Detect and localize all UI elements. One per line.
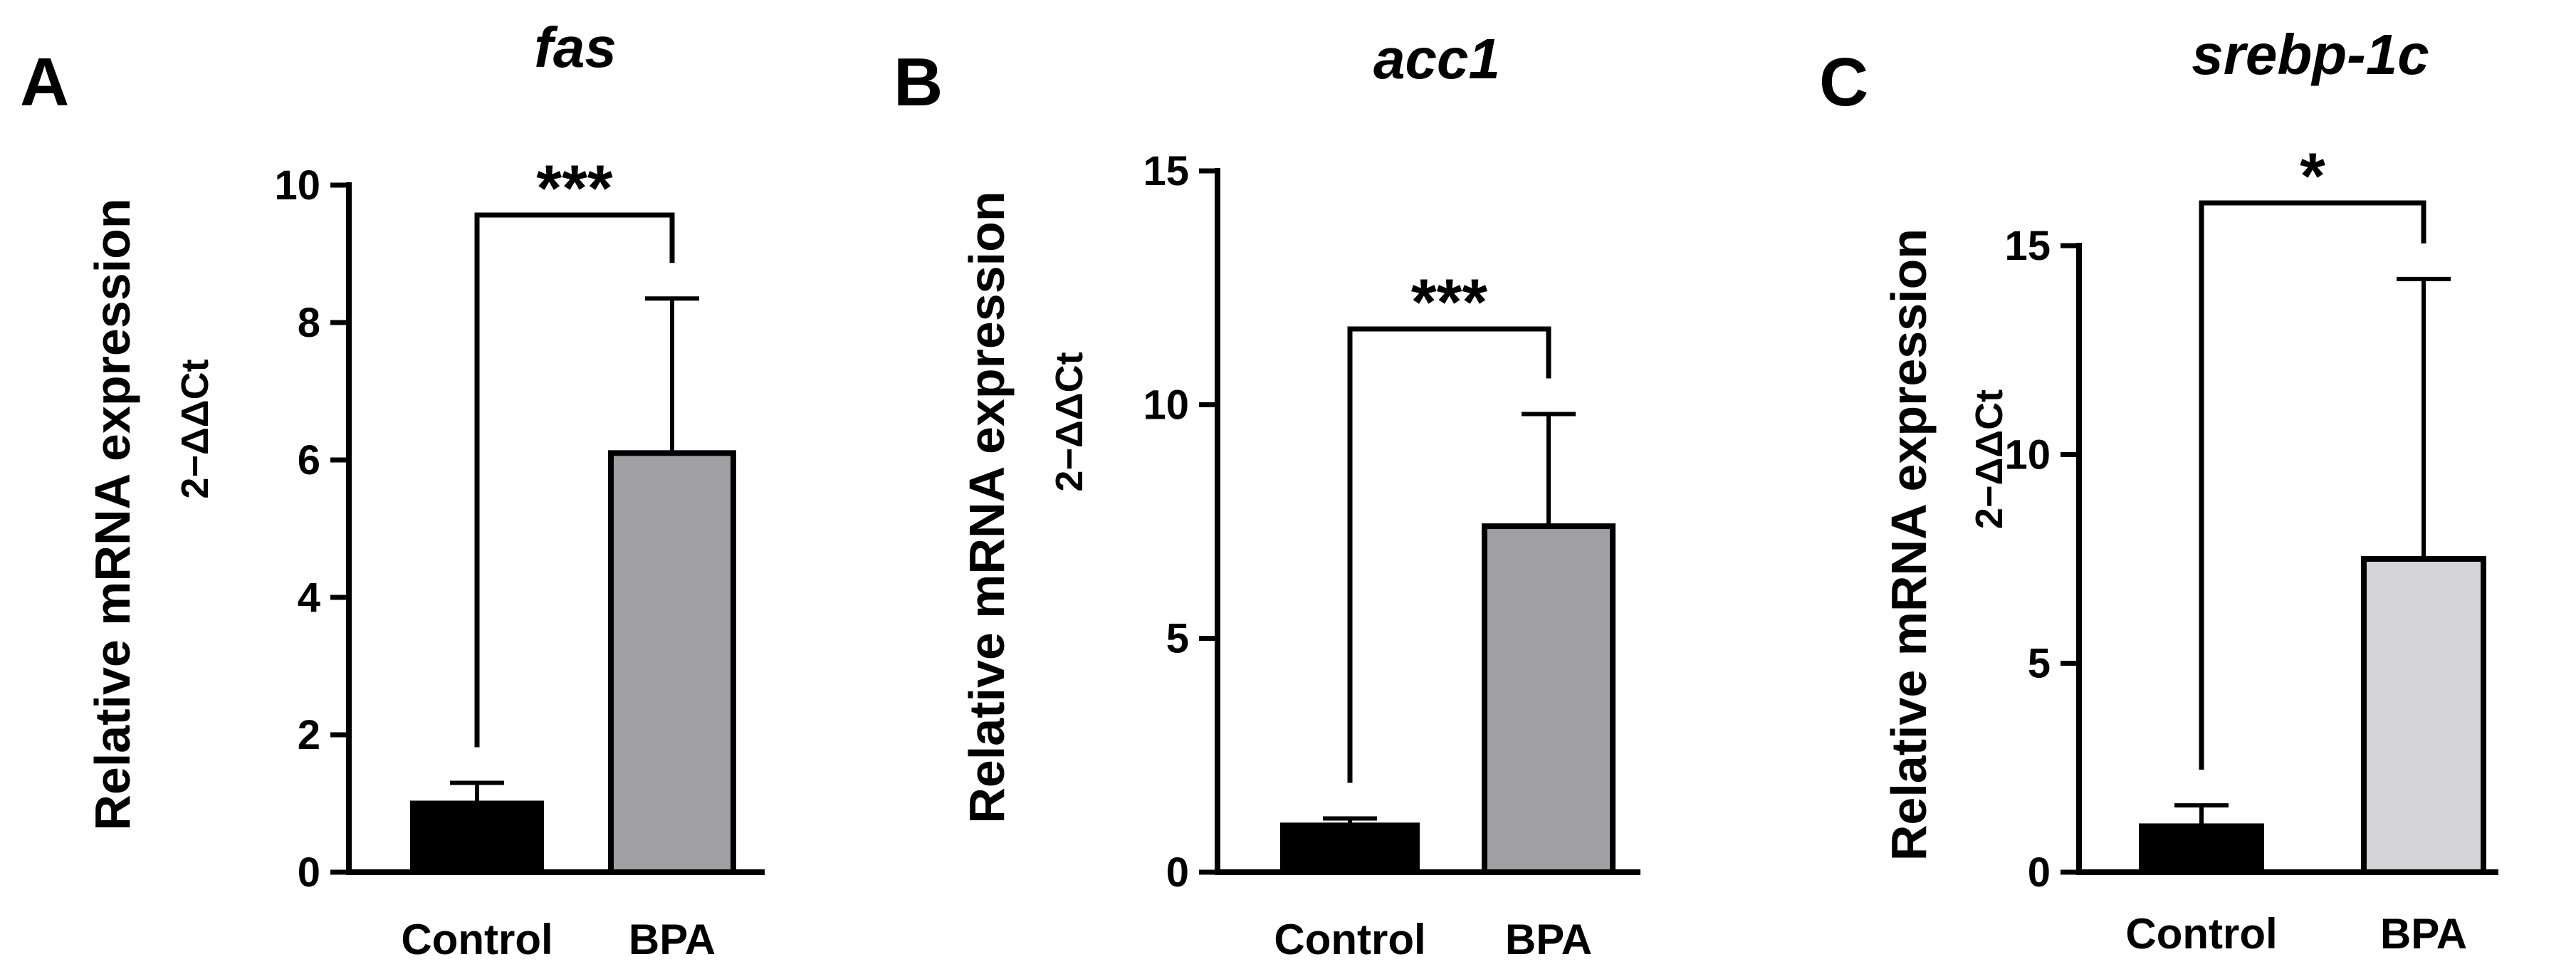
significance-bracket <box>474 212 675 748</box>
significance-label: *** <box>536 152 613 225</box>
y-axis-subtitle: 2−ΔΔCt <box>1048 352 1091 491</box>
panel-letter: B <box>894 44 943 120</box>
y-tick-label: 0 <box>298 849 320 896</box>
chart-title: acc1 <box>1373 27 1500 90</box>
x-tick-label: Control <box>2125 910 2277 958</box>
significance-label: *** <box>1411 266 1488 339</box>
x-tick-label: BPA <box>2380 910 2467 958</box>
bar-control <box>2139 823 2264 876</box>
bar-control <box>410 800 544 875</box>
y-tick-label: 10 <box>274 162 320 209</box>
y-tick-label: 8 <box>298 300 320 346</box>
y-tick-label: 2 <box>298 712 320 758</box>
x-tick-label: Control <box>401 916 553 963</box>
chart-title: srebp-1c <box>2192 23 2429 86</box>
y-tick-label: 5 <box>2028 641 2051 687</box>
panel-letter: C <box>1819 44 1868 120</box>
y-tick-label: 5 <box>1166 616 1189 662</box>
y-axis-subtitle: 2−ΔΔCt <box>174 359 216 498</box>
chart-title: fas <box>534 16 617 79</box>
bar-control <box>1280 822 1420 876</box>
y-axis-title: Relative mRNA expression <box>85 198 140 830</box>
bar-bpa <box>1482 523 1616 875</box>
x-tick-label: BPA <box>629 916 716 963</box>
y-tick-label: 0 <box>2028 849 2051 896</box>
y-axis-title: Relative mRNA expression <box>959 191 1015 823</box>
y-tick-label: 0 <box>1166 849 1189 896</box>
y-axis-title: Relative mRNA expression <box>1881 229 1937 861</box>
panel-letter: A <box>20 44 69 120</box>
significance-label: * <box>2300 140 2325 213</box>
bar-bpa <box>2361 556 2486 875</box>
y-tick-label: 4 <box>298 575 320 621</box>
bar-bpa <box>608 450 736 875</box>
y-tick-label: 10 <box>2004 431 2051 478</box>
significance-bracket <box>2199 200 2426 770</box>
y-tick-label: 10 <box>1143 382 1189 428</box>
y-tick-label: 15 <box>1143 148 1189 194</box>
y-tick-label: 6 <box>298 437 320 483</box>
significance-bracket <box>1347 326 1551 783</box>
x-tick-label: BPA <box>1505 916 1592 963</box>
x-tick-label: Control <box>1274 916 1425 963</box>
y-axis-subtitle: 2−ΔΔCt <box>1968 389 2011 529</box>
y-tick-label: 15 <box>2004 223 2051 269</box>
